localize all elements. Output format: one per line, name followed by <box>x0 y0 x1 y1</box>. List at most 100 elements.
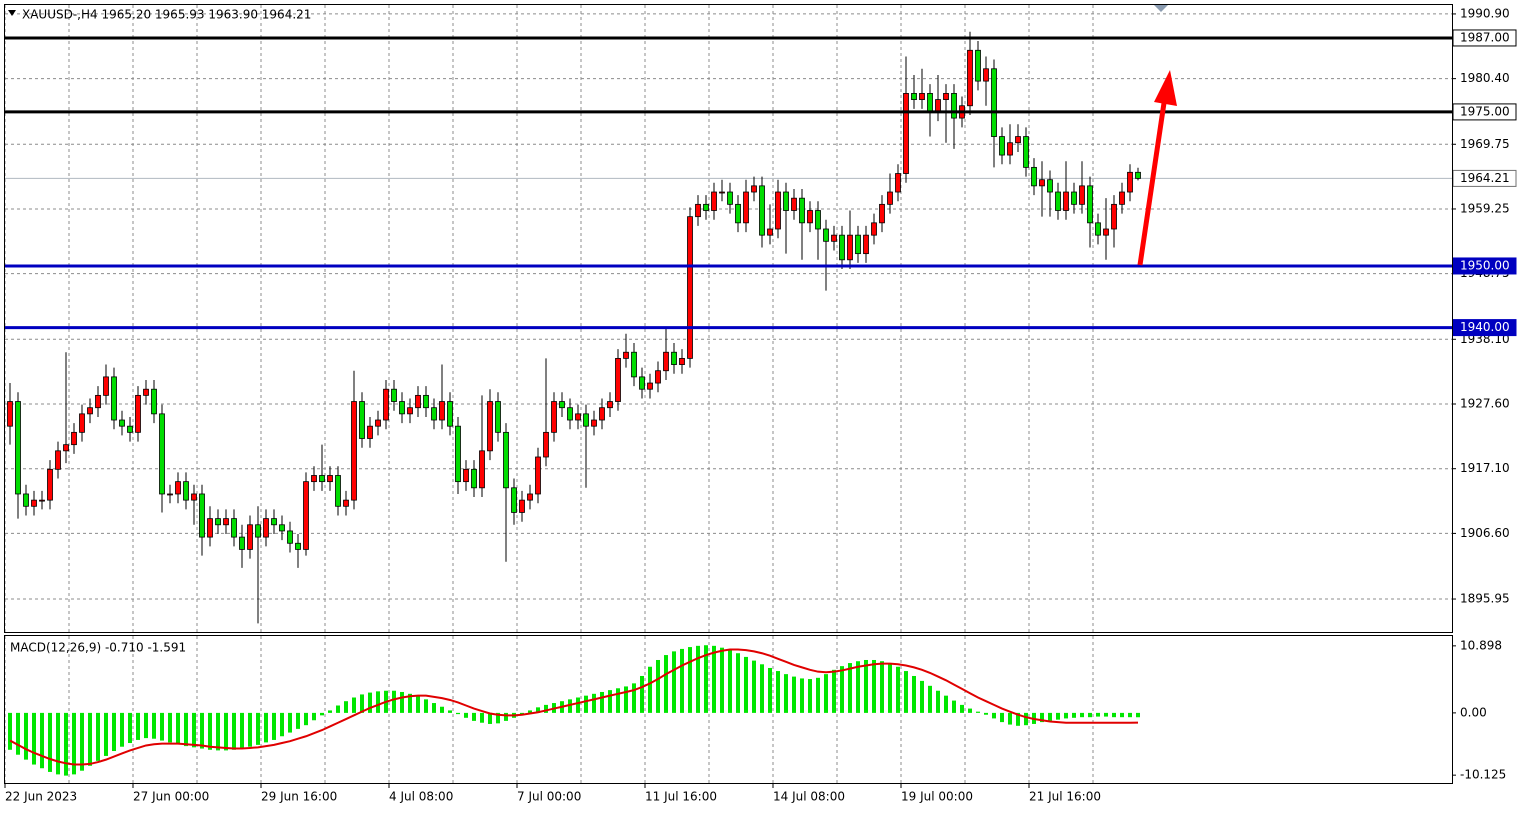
candle-body <box>687 216 693 359</box>
candle-body <box>255 524 261 538</box>
y-tick-label: 1906.60 <box>1460 526 1510 540</box>
macd-bar <box>688 647 692 713</box>
candle-body <box>575 413 581 421</box>
macd-bar <box>1080 712 1084 718</box>
macd-bar <box>616 688 620 713</box>
macd-bar <box>272 712 276 740</box>
macd-bar <box>32 712 36 765</box>
macd-bar <box>352 697 356 713</box>
macd-bar <box>888 663 892 713</box>
macd-bar <box>1056 712 1060 720</box>
candle-body <box>335 475 341 507</box>
candle-body <box>1095 222 1101 236</box>
x-tick-label: 14 Jul 08:00 <box>773 790 845 804</box>
candle-body <box>903 93 909 174</box>
macd-bar <box>1048 712 1052 721</box>
candle-body <box>607 401 613 409</box>
macd-bar <box>392 690 396 713</box>
candle-body <box>375 419 381 427</box>
candle-body <box>871 222 877 236</box>
macd-bar <box>480 712 484 723</box>
candle-body <box>1031 166 1037 187</box>
macd-bar <box>536 707 540 713</box>
candle-body <box>679 357 685 365</box>
candle-body <box>591 419 597 427</box>
macd-bar <box>472 712 476 721</box>
candle-body <box>823 228 829 242</box>
candle-body <box>743 191 749 224</box>
candle-body <box>23 493 29 507</box>
candle-body <box>1039 179 1045 187</box>
macd-bar <box>288 712 292 733</box>
macd-bar <box>672 651 676 713</box>
macd-bar <box>376 691 380 713</box>
macd-bar <box>880 661 884 713</box>
candle-body <box>663 351 669 372</box>
macd-bar <box>728 650 732 713</box>
macd-bar <box>768 667 772 713</box>
candle-body <box>503 431 509 489</box>
macd-bar <box>952 700 956 713</box>
axes: 22 Jun 2023 27 Jun 00:00 29 Jun 16:00 4 Jul… <box>4 6 1517 804</box>
candle-body <box>1047 179 1053 193</box>
macd-bar <box>1040 712 1044 723</box>
candle-body <box>863 234 869 255</box>
macd-bar <box>608 690 612 713</box>
macd-bar <box>1104 712 1108 717</box>
macd-bar <box>256 712 260 745</box>
arrow-annotation <box>1137 70 1177 266</box>
macd-bar <box>232 712 236 750</box>
macd-bar <box>808 679 812 713</box>
macd-bar <box>648 666 652 713</box>
macd-bar <box>464 712 468 718</box>
x-tick-label: 4 Jul 08:00 <box>389 790 453 804</box>
macd-bar <box>856 661 860 713</box>
macd-bar <box>744 656 748 713</box>
y-tick-label: 1959.25 <box>1460 201 1510 215</box>
macd-bar <box>16 712 20 755</box>
candle-body <box>447 401 453 427</box>
macd-bar <box>968 708 972 713</box>
x-tick-label: 11 Jul 16:00 <box>645 790 717 804</box>
candle-body <box>943 93 949 100</box>
macd-bar <box>40 712 44 769</box>
macd-bar <box>200 712 204 749</box>
macd-bar <box>128 712 132 744</box>
macd-bar <box>400 691 404 713</box>
macd-bar <box>136 712 140 740</box>
candle-body <box>519 499 525 513</box>
signal-line <box>9 648 1139 766</box>
candle-body <box>359 401 365 439</box>
candle-body <box>223 518 229 526</box>
candle-body <box>407 407 413 415</box>
macd-bar <box>520 712 524 715</box>
macd-bar <box>72 712 76 775</box>
level-label: 1940.00 <box>1460 320 1510 334</box>
macd-bar <box>112 712 116 752</box>
candle-body <box>895 173 901 193</box>
macd-bar <box>184 712 188 747</box>
macd-bar <box>840 666 844 713</box>
candle-body <box>751 185 757 193</box>
macd-bar <box>912 675 916 713</box>
macd-bar <box>328 710 332 713</box>
candle-body <box>415 394 421 409</box>
candle-body <box>351 401 357 501</box>
macd-bar <box>56 712 60 775</box>
candle-body <box>935 99 941 113</box>
candle-body <box>15 401 21 495</box>
macd-bar <box>848 663 852 713</box>
y-tick-label: -10.125 <box>1460 768 1506 782</box>
candle-body <box>239 536 245 550</box>
level-label: 1975.00 <box>1460 104 1510 118</box>
candle-body <box>839 234 845 261</box>
macd-bar <box>88 712 92 766</box>
macd-bar <box>696 645 700 713</box>
macd-bar <box>408 693 412 713</box>
candle-body <box>999 136 1005 156</box>
candle-body <box>423 394 429 409</box>
candle-body <box>759 185 765 236</box>
menu-triangle[interactable] <box>8 10 16 16</box>
shift-marker[interactable] <box>1154 5 1168 12</box>
macd-bar <box>448 710 452 713</box>
